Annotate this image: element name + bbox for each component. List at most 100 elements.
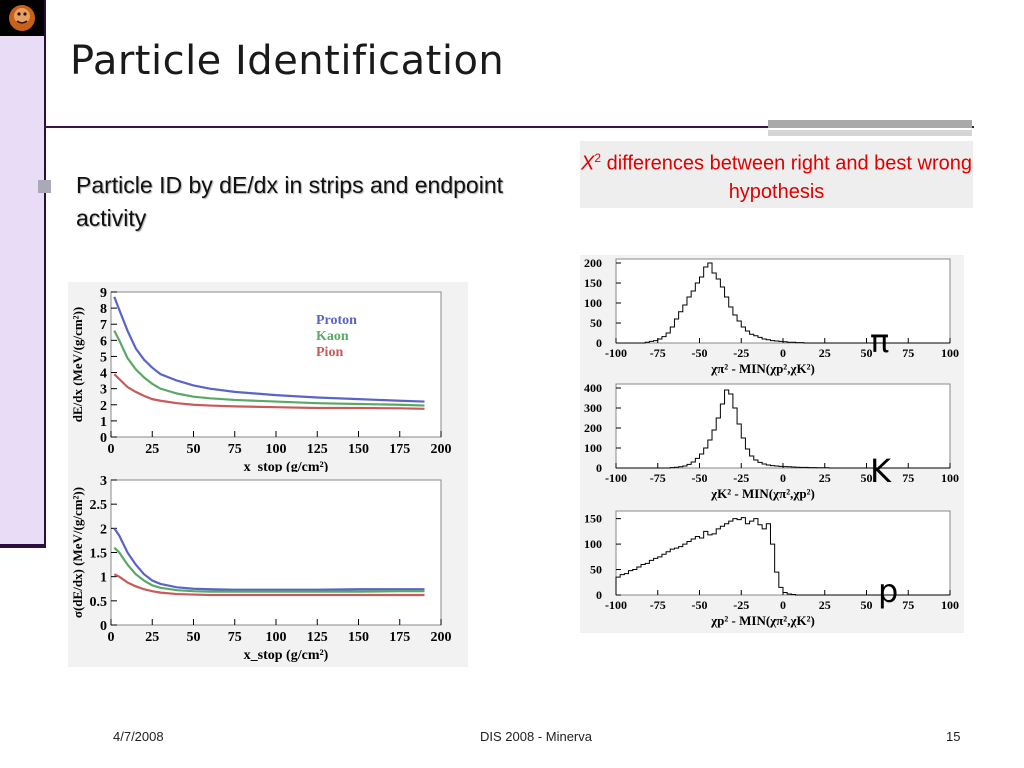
chi2-histograms-panel: -100 -75 -50 -25 0 25 50 75 100 0 50 100 150 200 χπ² -… [580, 255, 964, 633]
y-tick-label: 200 [584, 421, 602, 435]
y-tick-label: 0 [100, 431, 107, 446]
series-line-pion [113, 573, 425, 597]
x-axis-label: χπ² - MIN(χp²,χK²) [710, 361, 815, 376]
legend-label-proton: Proton [316, 313, 357, 328]
note-text: differences between right and best wrong… [601, 152, 972, 203]
plot-frame [615, 258, 951, 344]
y-tick-label: 300 [584, 401, 602, 415]
chi2-proton-histogram: -100 -75 -50 -25 0 25 50 75 100 0 50 100 150 χp² - MI… [584, 510, 959, 628]
x-tick-label: 50 [187, 442, 201, 457]
x-tick-label: 200 [431, 630, 452, 645]
x-tick-label: -100 [605, 471, 627, 485]
y-tick-label: 150 [584, 512, 602, 526]
footer-page-number: 15 [946, 729, 961, 744]
x-tick-label: -100 [605, 346, 627, 360]
histogram-bars [616, 262, 950, 344]
x-tick-label: -50 [692, 346, 708, 360]
x-tick-label: 100 [941, 346, 959, 360]
x-tick-label: 50 [187, 630, 201, 645]
x-tick-label: -25 [733, 346, 749, 360]
x-axis-label: x_stop (g/cm²) [244, 648, 329, 663]
plot-frame [615, 510, 951, 596]
y-tick-label: 6 [100, 334, 107, 349]
y-axis-label: dE/dx (MeV/(g/cm²)) [70, 307, 85, 422]
decor-bar [768, 130, 972, 136]
pion-label: π [870, 322, 890, 360]
plot-frame [110, 479, 442, 626]
histogram-bars [616, 389, 950, 469]
accent-rule [0, 544, 46, 548]
x-tick-label: 25 [819, 471, 831, 485]
x-tick-label: 125 [307, 630, 328, 645]
footer-date: 4/7/2008 [113, 729, 164, 744]
bullet-icon [38, 180, 51, 193]
x-tick-label: 100 [941, 471, 959, 485]
y-axis-label: σ(dE/dx) (MeV/(g/cm²)) [70, 487, 85, 618]
y-tick-label: 150 [584, 276, 602, 290]
plot-frame [615, 383, 951, 469]
y-tick-label: 0.5 [90, 595, 108, 610]
title-divider [44, 126, 974, 128]
accent-sidebar [0, 0, 46, 548]
x-tick-label: 25 [819, 346, 831, 360]
chi2-pion-histogram: -100 -75 -50 -25 0 25 50 75 100 0 50 100 150 200 χπ² -… [584, 256, 959, 376]
x-tick-label: 75 [228, 442, 242, 457]
y-tick-label: 2.5 [90, 498, 108, 513]
y-tick-label: 5 [100, 350, 107, 365]
x-tick-label: 0 [108, 630, 115, 645]
x-axis-label: χp² - MIN(χπ²,χK²) [710, 613, 815, 628]
y-tick-label: 100 [584, 537, 602, 551]
footer-title: DIS 2008 - Minerva [480, 729, 592, 744]
y-tick-label: 400 [584, 381, 602, 395]
x-tick-label: 150 [348, 630, 369, 645]
x-tick-label: 100 [266, 442, 287, 457]
y-tick-label: 0 [100, 619, 107, 634]
x-tick-label: 0 [780, 346, 786, 360]
x-tick-label: 200 [431, 442, 452, 457]
x-tick-label: 100 [266, 630, 287, 645]
x-tick-label: -50 [692, 598, 708, 612]
x-tick-label: 75 [902, 346, 914, 360]
series-line-kaon [113, 546, 425, 593]
x-tick-label: 75 [228, 630, 242, 645]
y-tick-label: 4 [100, 367, 107, 382]
x-tick-label: -50 [692, 471, 708, 485]
chi2-kaon-histogram: -100 -75 -50 -25 0 25 50 75 100 0 100 200 300 400 χK² … [584, 381, 959, 501]
histogram-bars [615, 517, 950, 596]
x-tick-label: -100 [605, 598, 627, 612]
note-symbol: X [580, 152, 595, 175]
x-axis-label: χK² - MIN(χπ²,χp²) [710, 486, 815, 501]
x-tick-label: 175 [389, 442, 410, 457]
x-tick-label: 25 [819, 598, 831, 612]
note-sup: 2 [594, 151, 602, 165]
y-tick-label: 2 [100, 522, 107, 537]
x-tick-label: 50 [861, 346, 873, 360]
y-tick-label: 3 [100, 474, 107, 489]
kaon-label: K [870, 452, 891, 490]
y-tick-label: 50 [590, 316, 602, 330]
y-tick-label: 0 [596, 336, 602, 350]
series-line-proton [113, 296, 425, 403]
x-tick-label: 150 [348, 442, 369, 457]
series-line-proton [113, 527, 425, 591]
x-tick-label: -25 [733, 598, 749, 612]
legend-label-pion: Pion [316, 345, 343, 360]
sigma-dedx-chart: 0 25 50 75 100 125 150 175 200 0 0.5 1 1.5 2 2.5 3 x_sto… [70, 474, 452, 663]
y-tick-label: 2 [100, 399, 107, 414]
x-tick-label: 25 [145, 442, 159, 457]
series-line-pion [113, 373, 425, 410]
y-tick-label: 200 [584, 256, 602, 270]
y-tick-label: 8 [100, 302, 107, 317]
x-tick-label: 50 [861, 598, 873, 612]
y-tick-label: 1.5 [90, 547, 108, 562]
x-tick-label: -75 [650, 471, 666, 485]
x-tick-label: -75 [650, 598, 666, 612]
proton-label: p [878, 572, 899, 610]
y-tick-label: 9 [100, 286, 107, 301]
x-tick-label: 100 [941, 598, 959, 612]
y-tick-label: 1 [100, 415, 107, 430]
y-tick-label: 100 [584, 296, 602, 310]
page-title: Particle Identification [70, 38, 505, 84]
x-tick-label: 25 [145, 630, 159, 645]
